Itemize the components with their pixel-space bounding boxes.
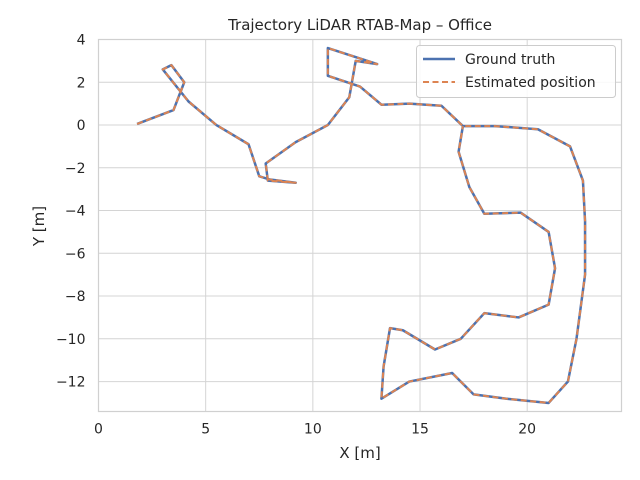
x-tick-label: 20 — [518, 422, 536, 438]
y-tick-label: −12 — [56, 375, 86, 391]
legend-box — [416, 45, 616, 98]
legend-label-ground-truth: Ground truth — [465, 52, 555, 68]
x-tick-label: 0 — [94, 422, 103, 438]
y-tick-labels: 4 2 0 −2 −4 −6 −8 −10 −12 — [56, 33, 86, 391]
x-tick-labels: 0 5 10 15 20 — [94, 422, 536, 438]
y-tick-label: −8 — [65, 289, 86, 305]
chart-title: Trajectory LiDAR RTAB-Map – Office — [227, 16, 492, 34]
y-tick-label: 4 — [77, 33, 86, 49]
y-tick-label: −10 — [56, 332, 86, 348]
legend-label-estimated-position: Estimated position — [465, 75, 596, 91]
y-tick-label: −6 — [65, 246, 86, 262]
y-tick-label: −2 — [65, 161, 86, 177]
y-tick-label: −4 — [65, 204, 86, 220]
plot-frame — [97, 38, 623, 413]
grid-lines — [98, 39, 622, 412]
x-axis-label: X [m] — [339, 444, 380, 462]
plot-background — [98, 39, 622, 412]
y-tick-label: 0 — [77, 118, 86, 134]
y-tick-label: 2 — [77, 75, 86, 91]
series-line-estimated-position — [136, 47, 587, 404]
legend: Ground truth Estimated position — [416, 45, 616, 98]
x-tick-label: 15 — [411, 422, 429, 438]
y-axis-label: Y [m] — [30, 206, 48, 247]
x-tick-label: 5 — [201, 422, 210, 438]
series-layer — [136, 46, 587, 405]
x-tick-label: 10 — [304, 422, 322, 438]
